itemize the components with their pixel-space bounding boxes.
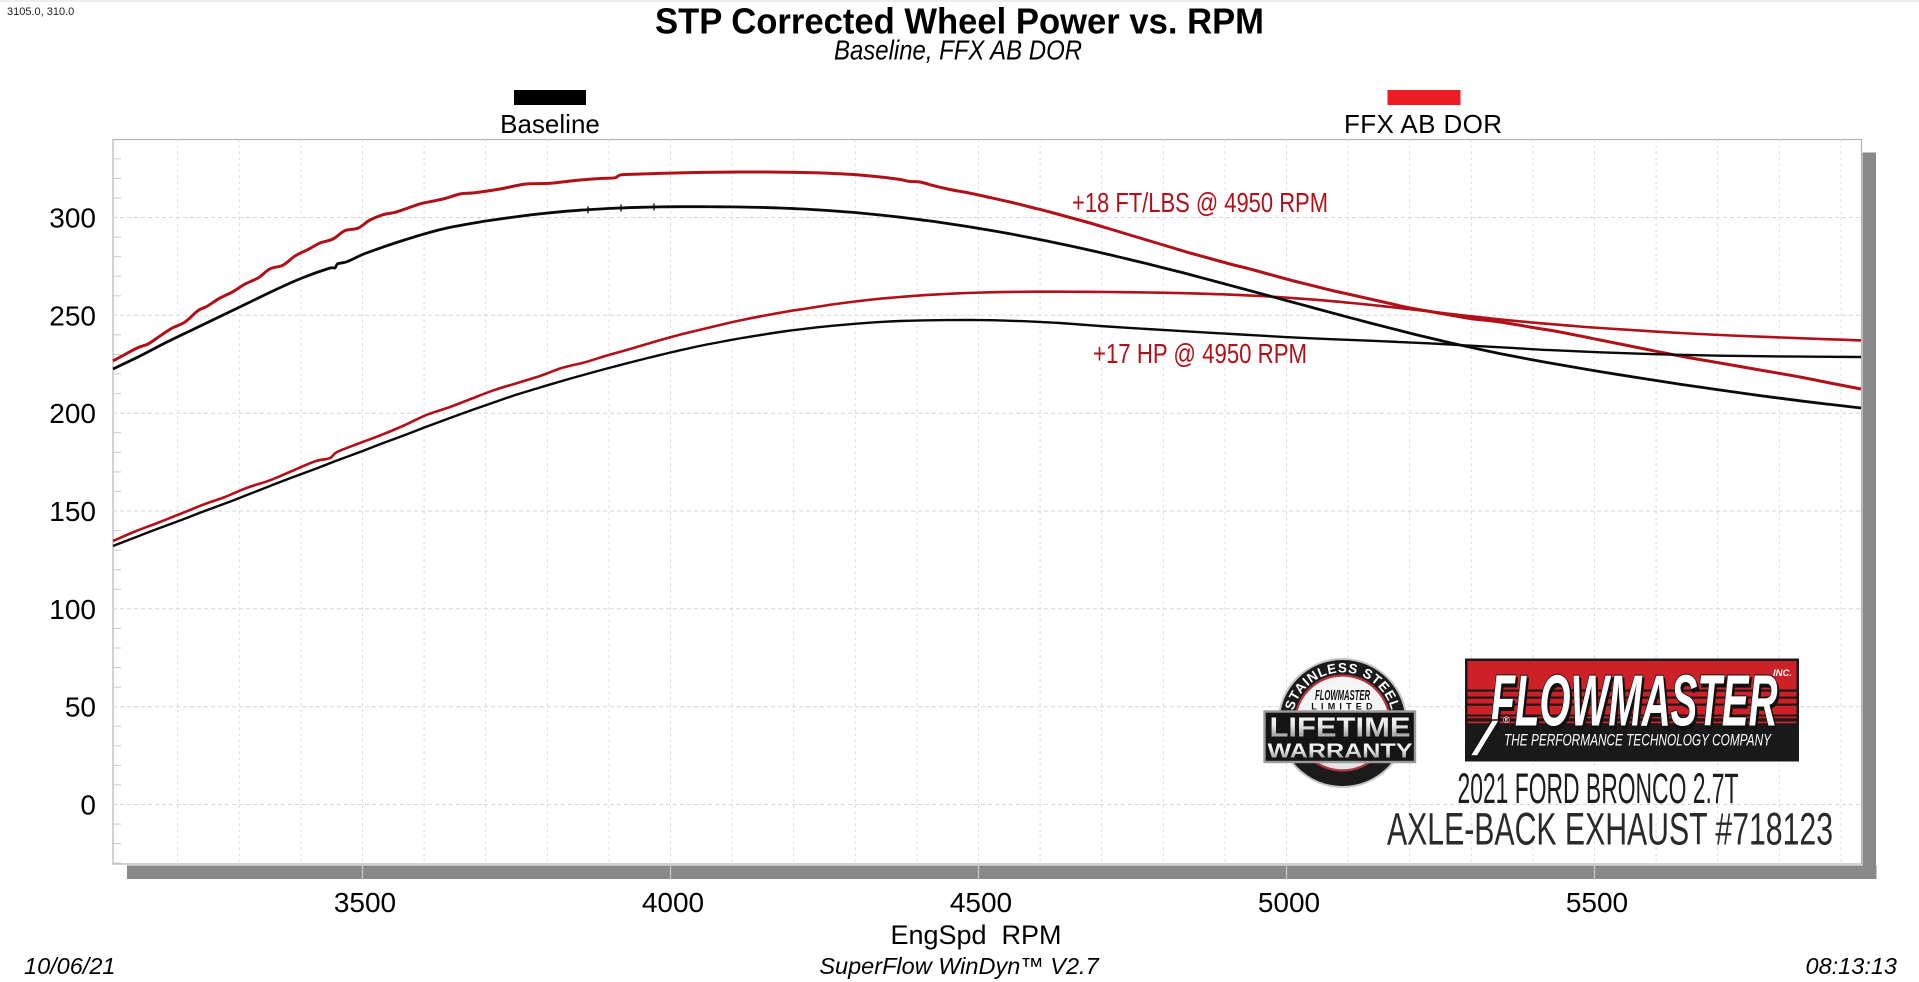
svg-text:LIFETIME: LIFETIME [1270, 712, 1411, 743]
svg-text:WARRANTY: WARRANTY [1268, 741, 1414, 763]
svg-text:3500: 3500 [334, 887, 396, 918]
svg-text:08:13:13: 08:13:13 [1806, 953, 1897, 979]
svg-text:Baseline: Baseline [500, 109, 600, 139]
svg-text:FLOWMASTER: FLOWMASTER [1491, 662, 1778, 742]
svg-text:INC.: INC. [1773, 668, 1792, 679]
svg-text:AXLE-BACK EXHAUST #718123: AXLE-BACK EXHAUST #718123 [1387, 804, 1833, 855]
svg-text:150: 150 [49, 496, 96, 527]
svg-text:300: 300 [49, 203, 96, 234]
svg-text:4000: 4000 [642, 887, 704, 918]
svg-text:50: 50 [65, 692, 96, 723]
svg-text:4500: 4500 [950, 887, 1012, 918]
svg-text:5000: 5000 [1258, 887, 1320, 918]
svg-text:+18 FT/LBS @ 4950 RPM: +18 FT/LBS @ 4950 RPM [1072, 187, 1328, 218]
svg-text:FLOWMASTER: FLOWMASTER [1315, 687, 1370, 704]
svg-text:Baseline, FFX AB DOR: Baseline, FFX AB DOR [834, 35, 1082, 66]
svg-text:®: ® [1503, 715, 1510, 725]
svg-text:100: 100 [49, 594, 96, 625]
svg-text:0: 0 [80, 790, 96, 821]
svg-text:3105.0, 310.0: 3105.0, 310.0 [7, 6, 74, 18]
svg-text:250: 250 [49, 300, 96, 331]
svg-text:FFX AB DOR: FFX AB DOR [1344, 109, 1502, 139]
svg-text:EngSpd RPM: EngSpd RPM [890, 920, 1061, 950]
svg-text:10/06/21: 10/06/21 [24, 953, 115, 979]
svg-text:LIMITED: LIMITED [1311, 702, 1376, 712]
svg-text:STP Corrected Wheel Power vs.: STP Corrected Wheel Power vs. RPM [655, 1, 1264, 42]
svg-text:+17 HP @ 4950 RPM: +17 HP @ 4950 RPM [1093, 338, 1307, 369]
svg-text:2021 FORD BRONCO 2.7T: 2021 FORD BRONCO 2.7T [1458, 765, 1739, 813]
svg-text:SuperFlow WinDyn™ V2.7: SuperFlow WinDyn™ V2.7 [819, 953, 1099, 979]
svg-text:THE PERFORMANCE TECHNOLOGY COM: THE PERFORMANCE TECHNOLOGY COMPANY [1504, 732, 1772, 750]
svg-text:5500: 5500 [1566, 887, 1628, 918]
svg-text:200: 200 [49, 398, 96, 429]
